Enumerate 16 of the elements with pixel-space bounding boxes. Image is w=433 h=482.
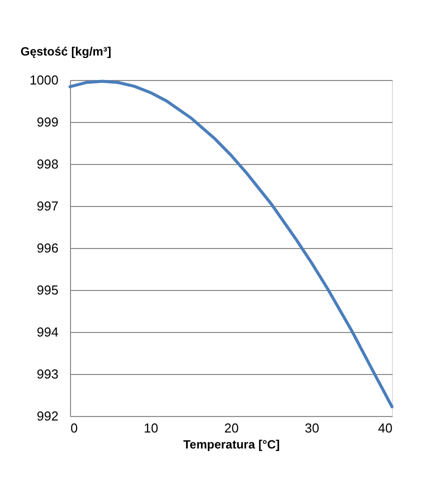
y-tick-label: 994 <box>36 324 58 340</box>
y-tick-label: 993 <box>36 366 58 382</box>
y-tick-label: 997 <box>36 198 58 214</box>
y-tick-label: 992 <box>36 408 58 424</box>
y-tick-label: 1000 <box>30 72 58 88</box>
x-tick-label: 40 <box>378 420 392 436</box>
y-tick-label: 999 <box>36 114 58 130</box>
x-tick-label: 10 <box>144 420 158 436</box>
x-tick-label: 30 <box>304 420 320 436</box>
y-tick-label: 995 <box>36 282 58 298</box>
x-tick-label: 0 <box>70 420 78 436</box>
y-axis-title: Gęstość [kg/m³] <box>20 44 112 58</box>
y-tick-label: 998 <box>36 156 58 172</box>
x-axis-title: Temperatura [°C] <box>183 438 280 452</box>
y-tick-label: 996 <box>36 240 58 256</box>
x-tick-label: 20 <box>224 420 239 436</box>
